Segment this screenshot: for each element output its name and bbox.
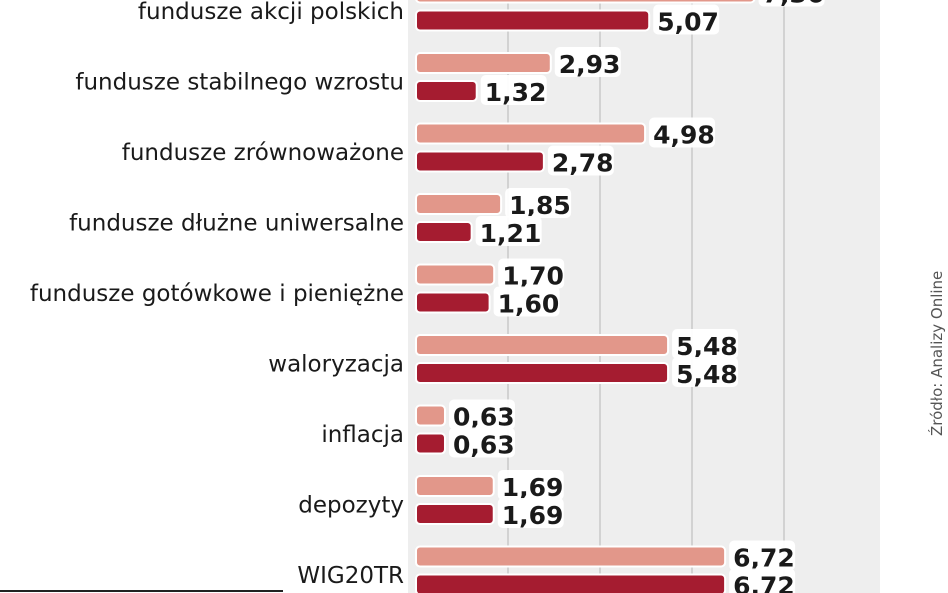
value-label-background bbox=[729, 540, 796, 571]
value-label-background bbox=[448, 399, 515, 430]
value-label: 1,85 bbox=[509, 191, 571, 220]
bar-series-1 bbox=[415, 475, 495, 497]
value-label-background bbox=[497, 498, 564, 528]
value-label: 1,70 bbox=[502, 262, 564, 291]
value-label: 0,63 bbox=[453, 403, 515, 432]
value-label: 0,63 bbox=[453, 431, 515, 460]
value-label-background bbox=[498, 258, 565, 289]
value-label-background bbox=[653, 4, 720, 35]
value-label: 5,07 bbox=[657, 8, 719, 37]
value-label-background bbox=[497, 470, 564, 500]
value-label: 2,78 bbox=[552, 149, 614, 178]
bar-series-1 bbox=[415, 193, 503, 215]
category-label: waloryzacja bbox=[268, 352, 404, 378]
bar-series-2 bbox=[415, 221, 473, 243]
value-label: 1,69 bbox=[502, 473, 564, 502]
value-label-background bbox=[505, 188, 572, 218]
bar-series-1 bbox=[415, 52, 552, 74]
value-label-background bbox=[649, 117, 716, 148]
value-label: 6,72 bbox=[733, 572, 795, 593]
value-label-background bbox=[672, 329, 739, 359]
bar-series-2 bbox=[415, 573, 727, 593]
value-label-background bbox=[475, 216, 542, 246]
value-label-background bbox=[448, 427, 515, 458]
value-label: 1,69 bbox=[502, 501, 564, 530]
bar-series-2 bbox=[415, 362, 670, 384]
value-label-background bbox=[672, 357, 739, 387]
value-label-background bbox=[758, 0, 825, 7]
category-label: WIG20TR bbox=[297, 563, 404, 589]
value-label: 2,93 bbox=[559, 50, 621, 79]
bar-series-1 bbox=[415, 263, 496, 286]
bar-series-2 bbox=[415, 150, 545, 173]
category-label: fundusze zrównoważone bbox=[122, 140, 404, 166]
category-label: fundusze stabilnego wzrostu bbox=[75, 70, 404, 96]
category-label: depozyty bbox=[298, 493, 404, 519]
value-label: 6,72 bbox=[733, 544, 795, 573]
value-label: 1,21 bbox=[480, 219, 542, 248]
category-label: fundusze dłużne uniwersalne bbox=[69, 211, 404, 237]
bar-series-2 bbox=[415, 80, 478, 102]
value-label: 1,32 bbox=[485, 78, 547, 107]
value-label-background bbox=[554, 47, 621, 77]
category-labels: fundusze akcji polskich fundusze stabilne… bbox=[30, 0, 404, 589]
value-label: 7,36 bbox=[763, 0, 825, 9]
category-label: fundusze akcji polskich bbox=[138, 0, 404, 25]
value-label-background bbox=[480, 75, 547, 105]
category-label: fundusze gotówkowe i pieniężne bbox=[30, 281, 404, 307]
bar-series-2 bbox=[415, 432, 446, 455]
bar-series-1 bbox=[415, 545, 727, 568]
value-label-background bbox=[547, 145, 614, 176]
source-note: Źródło: Analizy Online bbox=[928, 270, 946, 436]
value-label: 1,60 bbox=[498, 290, 560, 319]
value-label-background bbox=[729, 568, 796, 593]
bar-series-2 bbox=[415, 503, 495, 525]
value-label-background bbox=[493, 286, 560, 317]
bars: 7,36 5,07 2,93 1,32 4,98 2,78 1,851,21 1,701,60… bbox=[415, 0, 825, 593]
value-label: 4,98 bbox=[653, 121, 715, 150]
bar-series-2 bbox=[415, 9, 651, 32]
bar-series-1 bbox=[415, 334, 670, 356]
value-label: 5,48 bbox=[676, 332, 738, 361]
bar-series-1 bbox=[415, 404, 446, 427]
category-label: inflacja bbox=[321, 422, 404, 448]
bar-series-1 bbox=[415, 122, 647, 145]
bar-series-1 bbox=[415, 0, 756, 4]
value-label: 5,48 bbox=[676, 360, 738, 389]
bar-series-2 bbox=[415, 291, 491, 314]
